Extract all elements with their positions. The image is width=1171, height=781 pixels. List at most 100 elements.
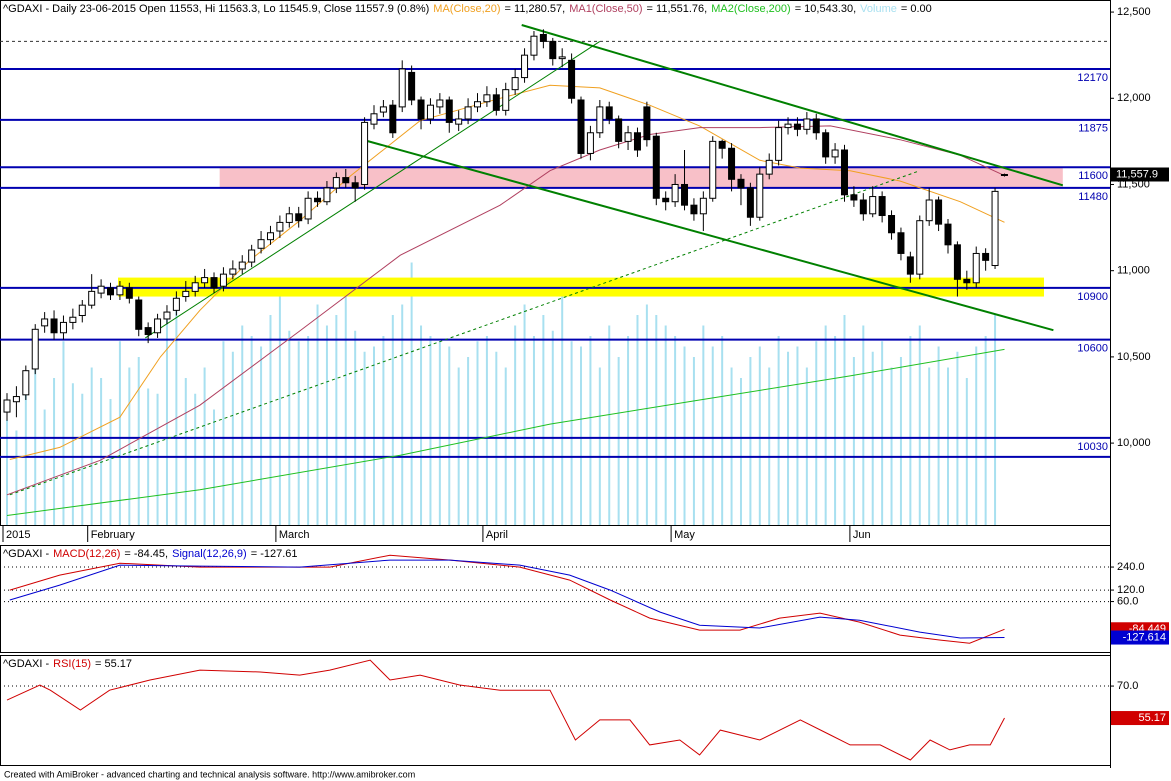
volume-bar	[928, 367, 931, 525]
volume-bar	[655, 315, 658, 525]
volume-bar	[372, 346, 375, 525]
volume-bar	[6, 420, 8, 525]
candle-body	[31, 328, 39, 370]
candle-body	[266, 232, 274, 241]
candle-body	[50, 318, 58, 334]
volume-bar	[62, 341, 65, 525]
volume-bar	[53, 378, 56, 525]
candle-body	[295, 213, 303, 222]
volume-bar	[815, 341, 818, 525]
volume-bar	[523, 304, 526, 525]
volume-bar	[965, 378, 968, 525]
candle-body	[586, 132, 594, 154]
line-series	[521, 24, 1064, 187]
panel-frame	[0, 545, 1111, 653]
volume-bar	[683, 346, 686, 525]
legend-name: MACD(12,26)	[53, 548, 120, 560]
candle-body	[906, 256, 914, 275]
header-title: ^GDAXI -	[3, 658, 49, 670]
panel-frame	[0, 655, 1111, 766]
volume-bar	[937, 346, 940, 525]
volume-bar	[909, 336, 912, 525]
line-series	[145, 40, 601, 339]
volume-bar	[165, 315, 168, 525]
candle-body	[389, 104, 397, 134]
volume-bar	[429, 336, 432, 525]
panel: 10,00010,50011,00011,50012,00012,5001217…	[0, 0, 1169, 526]
candle-body	[59, 321, 67, 334]
volume-bar	[222, 341, 225, 525]
candle-body	[822, 132, 830, 158]
candle-body	[803, 118, 811, 130]
candle-body	[831, 149, 839, 158]
y-tick-label: 60.0	[1117, 595, 1138, 607]
volume-bar	[90, 367, 93, 525]
candle-body	[662, 197, 670, 203]
candle-body	[605, 106, 613, 120]
candle-body	[361, 121, 369, 185]
candle-body	[840, 149, 848, 196]
legend-value: = -127.61	[251, 548, 298, 560]
candle-body	[718, 140, 726, 149]
line-series	[6, 125, 1005, 496]
candle-body	[154, 318, 162, 334]
candle-body	[991, 190, 999, 267]
candle-body	[3, 399, 11, 413]
y-tick-label: 120.0	[1117, 584, 1145, 596]
volume-bar	[297, 341, 300, 525]
volume-bar	[947, 367, 949, 525]
candle-body	[869, 196, 877, 215]
candle-body	[944, 223, 952, 246]
volume-bar	[617, 357, 620, 525]
x-tick-label: Jun	[853, 529, 871, 541]
volume-bar	[862, 325, 865, 525]
header-title: ^GDAXI - Daily 23-06-2015 Open 11553, Hi…	[3, 3, 429, 15]
candle-body	[172, 297, 180, 311]
volume-bar	[824, 325, 827, 525]
footer: Created with AmiBroker - advanced charti…	[4, 769, 415, 779]
panel: 70.0 55.17 ^GDAXI - RSI(15) = 55.17	[0, 655, 1169, 766]
candle-body	[671, 183, 679, 203]
y-tick-label: 11,000	[1117, 265, 1150, 277]
volume-bar	[344, 288, 347, 525]
candle-body	[709, 140, 717, 199]
volume-bar	[410, 262, 413, 525]
candle-body	[483, 94, 491, 103]
candle-body	[963, 278, 971, 284]
volume-bar	[551, 330, 554, 525]
legend-name: Volume	[860, 3, 897, 15]
candle-body	[323, 187, 331, 203]
y-tick-label: 12,000	[1117, 92, 1151, 104]
candle-body	[746, 187, 754, 218]
candle-body	[417, 99, 425, 120]
y-tick-label: 240.0	[1117, 561, 1145, 573]
volume-bar	[504, 367, 507, 525]
panel-header: ^GDAXI - MACD(12,26) = -84.45, Signal(12,26…	[3, 548, 298, 560]
volume-bar	[213, 409, 216, 525]
volume-bar	[570, 341, 573, 525]
candle-body	[12, 396, 20, 403]
volume-bar	[269, 315, 272, 525]
volume-bar	[739, 378, 742, 525]
volume-bar	[834, 336, 837, 525]
volume-bar	[805, 367, 808, 525]
candle-body	[728, 147, 736, 180]
candle-body	[436, 99, 444, 108]
level-label: 11875	[1078, 123, 1108, 135]
line-series	[9, 170, 920, 496]
x-tick-label: March	[279, 529, 310, 541]
legend-name: MA(Close,20)	[433, 3, 500, 15]
candle-body	[125, 287, 133, 299]
legend-value: = 0.00	[901, 3, 932, 15]
candle-body	[633, 132, 641, 151]
volume-bar	[994, 315, 997, 525]
candle-body	[897, 232, 905, 254]
volume-bar	[288, 330, 291, 525]
candle-body	[492, 94, 500, 111]
candle-body	[549, 40, 557, 60]
candle-body	[765, 159, 773, 175]
value-label-box	[1111, 630, 1169, 645]
candle-body	[445, 99, 453, 123]
